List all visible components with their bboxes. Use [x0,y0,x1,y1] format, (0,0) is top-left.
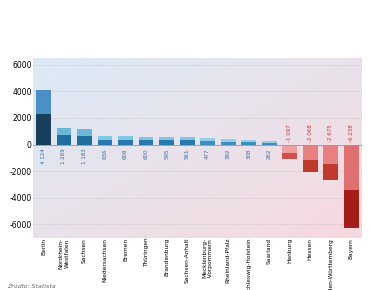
Text: -6 238: -6 238 [349,124,354,142]
Text: 262: 262 [267,148,272,159]
Bar [56,135,71,145]
Bar [36,114,51,145]
Text: -1 097: -1 097 [287,124,292,142]
Text: Płatnicy i beneficjenci systemu wyrównania finansowego: Płatnicy i beneficjenci systemu wyrównan… [7,3,312,12]
Text: 1 269: 1 269 [62,148,66,164]
Bar [180,140,194,145]
Text: (w mln euro): (w mln euro) [161,30,217,39]
Bar [77,136,92,145]
Bar [344,145,359,190]
Bar [282,153,297,159]
Text: między landami RFN w 2017 r.: między landami RFN w 2017 r. [7,30,161,39]
Bar [180,137,194,140]
Bar [56,128,71,135]
Bar [77,129,92,136]
Bar [98,136,113,140]
Bar [139,140,154,145]
Text: 608: 608 [123,148,128,159]
Bar [262,143,277,145]
Bar [118,140,133,145]
Bar [159,137,174,140]
Text: 477: 477 [205,148,210,159]
Bar [303,160,318,172]
Bar [139,137,154,140]
Bar [324,164,338,180]
Text: 4 124: 4 124 [41,148,46,164]
Text: 561: 561 [184,148,190,159]
Text: -2 068: -2 068 [308,124,313,142]
Text: 1 183: 1 183 [82,148,87,164]
Bar [200,138,215,141]
Text: 595: 595 [164,148,169,159]
Text: 392: 392 [226,148,231,159]
Text: -2 675: -2 675 [328,124,333,142]
Bar [159,140,174,145]
Text: 308: 308 [246,148,251,159]
Bar [200,141,215,145]
Bar [241,140,256,142]
Text: 636: 636 [103,148,107,159]
Bar [221,139,235,142]
Bar [303,145,318,160]
Bar [241,142,256,145]
Bar [36,90,51,114]
Text: Źródło: Statista: Źródło: Statista [7,284,56,289]
Bar [262,141,277,143]
Bar [98,140,113,145]
Bar [282,145,297,153]
Bar [324,145,338,164]
Bar [221,142,235,145]
Bar [118,137,133,140]
Bar [344,190,359,228]
Text: 600: 600 [144,148,149,159]
